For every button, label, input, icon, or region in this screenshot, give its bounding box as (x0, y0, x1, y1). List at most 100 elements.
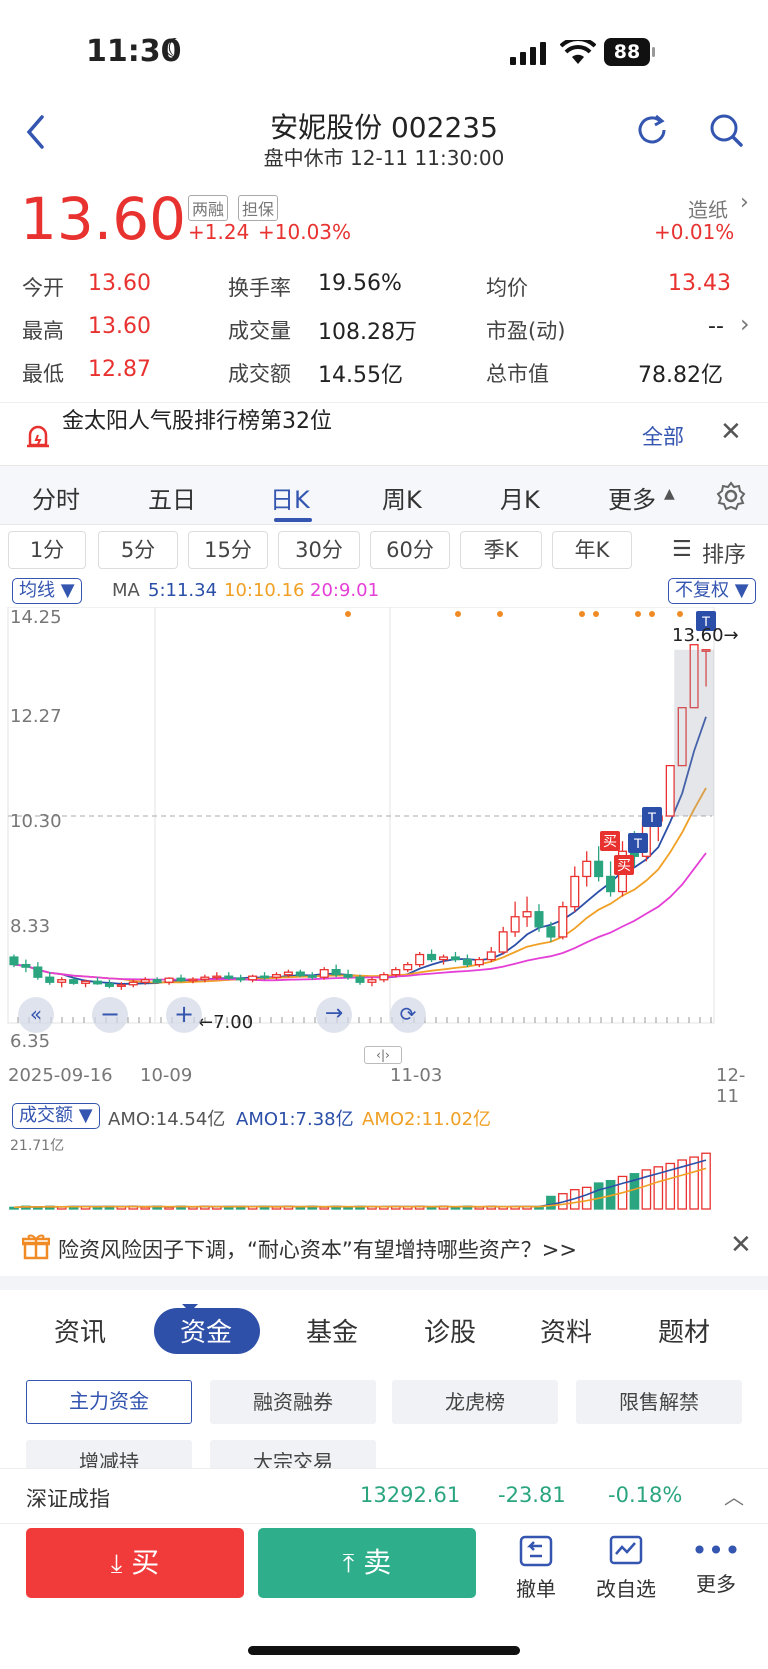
subtab-main-capital[interactable]: 主力资金 (26, 1380, 192, 1424)
minus-icon[interactable]: − (92, 997, 128, 1033)
x-tick: 12-11 (716, 1065, 746, 1107)
tab-themes[interactable]: 题材 (658, 1318, 711, 1348)
tab-capital[interactable]: 资金 (180, 1318, 233, 1348)
t-tag-bg (628, 833, 648, 853)
index-ticker[interactable]: 深证成指 13292.61 -23.81 -0.18% ︿ (0, 1468, 768, 1524)
period-5min[interactable]: 5分 (98, 531, 178, 569)
volume-selector[interactable]: 成交额 ▼ (12, 1103, 100, 1129)
arrow-right-icon[interactable]: → (316, 997, 352, 1033)
candle (510, 916, 520, 933)
index-change: -23.81 (498, 1483, 566, 1507)
tab-diagnosis[interactable]: 诊股 (424, 1318, 477, 1348)
menu-icon[interactable]: ☰ (672, 537, 692, 562)
event-dot (677, 611, 683, 617)
adjust-label: 不复权 (675, 580, 729, 601)
tab-daily-k[interactable]: 日K (270, 486, 310, 514)
notice-all-link[interactable]: 全部 (642, 425, 684, 449)
candle (33, 966, 43, 978)
candle (57, 979, 67, 983)
volume-bar (641, 1169, 652, 1210)
candle (307, 975, 317, 978)
period-30min[interactable]: 30分 (278, 531, 360, 569)
subtab-dragon-tiger[interactable]: 龙虎榜 (392, 1380, 558, 1424)
notice-bar[interactable]: 金太阳人气股排行榜第32位 全部 ✕ (0, 402, 768, 464)
volume-bar (701, 1152, 711, 1210)
chevron-up-icon[interactable]: ︿ (724, 1485, 744, 1509)
stat-value: 12.87 (88, 357, 151, 382)
high-price-marker: 13.60→ (672, 625, 739, 646)
search-icon[interactable] (708, 112, 746, 150)
stat-value: 13.60 (88, 271, 151, 296)
sector-change: +0.01% (654, 220, 735, 244)
price-change-pct: +10.03% (258, 220, 352, 244)
candle (391, 969, 401, 976)
subtab-margin[interactable]: 融资融券 (210, 1380, 376, 1424)
event-dot (345, 611, 351, 617)
edit-watchlist-button[interactable]: 改自选 (586, 1534, 666, 1602)
gift-icon (22, 1234, 50, 1260)
candle (689, 644, 699, 709)
more-button[interactable]: ••• 更多 (676, 1534, 756, 1597)
kline-chart[interactable]: 均线 ▼ MA 5:11.34 10:10.16 20:9.01 不复权 ▼ 买… (0, 575, 768, 1215)
page-title: 安妮股份 002235 (270, 111, 498, 144)
tab-profile[interactable]: 资料 (540, 1318, 593, 1348)
active-tab-indicator (274, 518, 312, 522)
subtab-lockup[interactable]: 限售解禁 (576, 1380, 742, 1424)
sell-button[interactable]: ⤒ 卖 (258, 1528, 476, 1598)
candle (677, 707, 687, 767)
chevron-right-icon[interactable]: › (740, 310, 750, 338)
adjust-selector[interactable]: 不复权 ▼ (668, 578, 756, 604)
stats-grid: 今开 13.60 最高 13.60 最低 12.87 换手率 19.56% 成交… (0, 262, 768, 402)
tab-intraday[interactable]: 分时 (32, 486, 80, 514)
tab-news[interactable]: 资讯 (54, 1318, 107, 1348)
drag-handle-icon[interactable]: ‹|› (364, 1046, 402, 1064)
tab-funds[interactable]: 基金 (306, 1318, 359, 1348)
candle (104, 983, 114, 987)
period-1min[interactable]: 1分 (8, 531, 86, 569)
sort-button[interactable]: 排序 (702, 543, 747, 568)
chevron-right-icon[interactable]: › (740, 190, 749, 215)
candle (69, 979, 79, 984)
back-icon[interactable] (24, 114, 48, 150)
close-icon[interactable]: ✕ (720, 417, 742, 447)
rotate-icon[interactable]: ⟳ (390, 997, 426, 1033)
volume-plot[interactable] (0, 1131, 768, 1211)
stat-label: 市盈(动) (486, 319, 566, 343)
stat-label: 均价 (486, 276, 528, 300)
period-year[interactable]: 年K (552, 531, 632, 569)
plus-icon[interactable]: + (166, 997, 202, 1033)
news-banner[interactable]: 险资风险因子下调，“耐心资本”有望增持哪些资产？>> ✕ (0, 1220, 768, 1276)
period-60min[interactable]: 60分 (370, 531, 450, 569)
tab-five-day[interactable]: 五日 (148, 486, 196, 514)
buy-button[interactable]: ⤓ 买 (26, 1528, 244, 1598)
zoom-out-far-icon[interactable]: « (18, 997, 54, 1033)
ma-selector[interactable]: 均线 ▼ (12, 578, 82, 604)
period-quarter[interactable]: 季K (460, 531, 542, 569)
sector-name[interactable]: 造纸 (688, 198, 728, 222)
collateral-badge: 担保 (238, 195, 279, 221)
gear-icon[interactable] (716, 481, 746, 511)
close-icon[interactable]: ✕ (730, 1230, 752, 1260)
refresh-icon[interactable] (634, 112, 670, 148)
buy-tag-bg (614, 855, 634, 875)
candle (248, 975, 258, 981)
ma10-line (13, 787, 707, 984)
cancel-order-button[interactable]: 撤单 (496, 1534, 576, 1602)
tab-more[interactable]: 更多 (608, 486, 656, 514)
tab-monthly-k[interactable]: 月K (500, 486, 540, 514)
price-change: +1.24 (188, 220, 250, 244)
candle (474, 958, 484, 966)
stat-label: 总市值 (486, 362, 549, 386)
tab-capital-bg[interactable] (154, 1308, 260, 1354)
candle (152, 979, 162, 983)
x-tick: 2025-09-16 (8, 1065, 113, 1086)
candle (522, 911, 532, 918)
tab-weekly-k[interactable]: 周K (382, 486, 422, 514)
plot-frame (7, 607, 715, 1024)
candle (200, 976, 210, 980)
period-15min[interactable]: 15分 (188, 531, 268, 569)
tab-capital-pointer (182, 1304, 198, 1312)
stat-value: 19.56% (318, 271, 402, 296)
volume-bar (689, 1156, 699, 1210)
